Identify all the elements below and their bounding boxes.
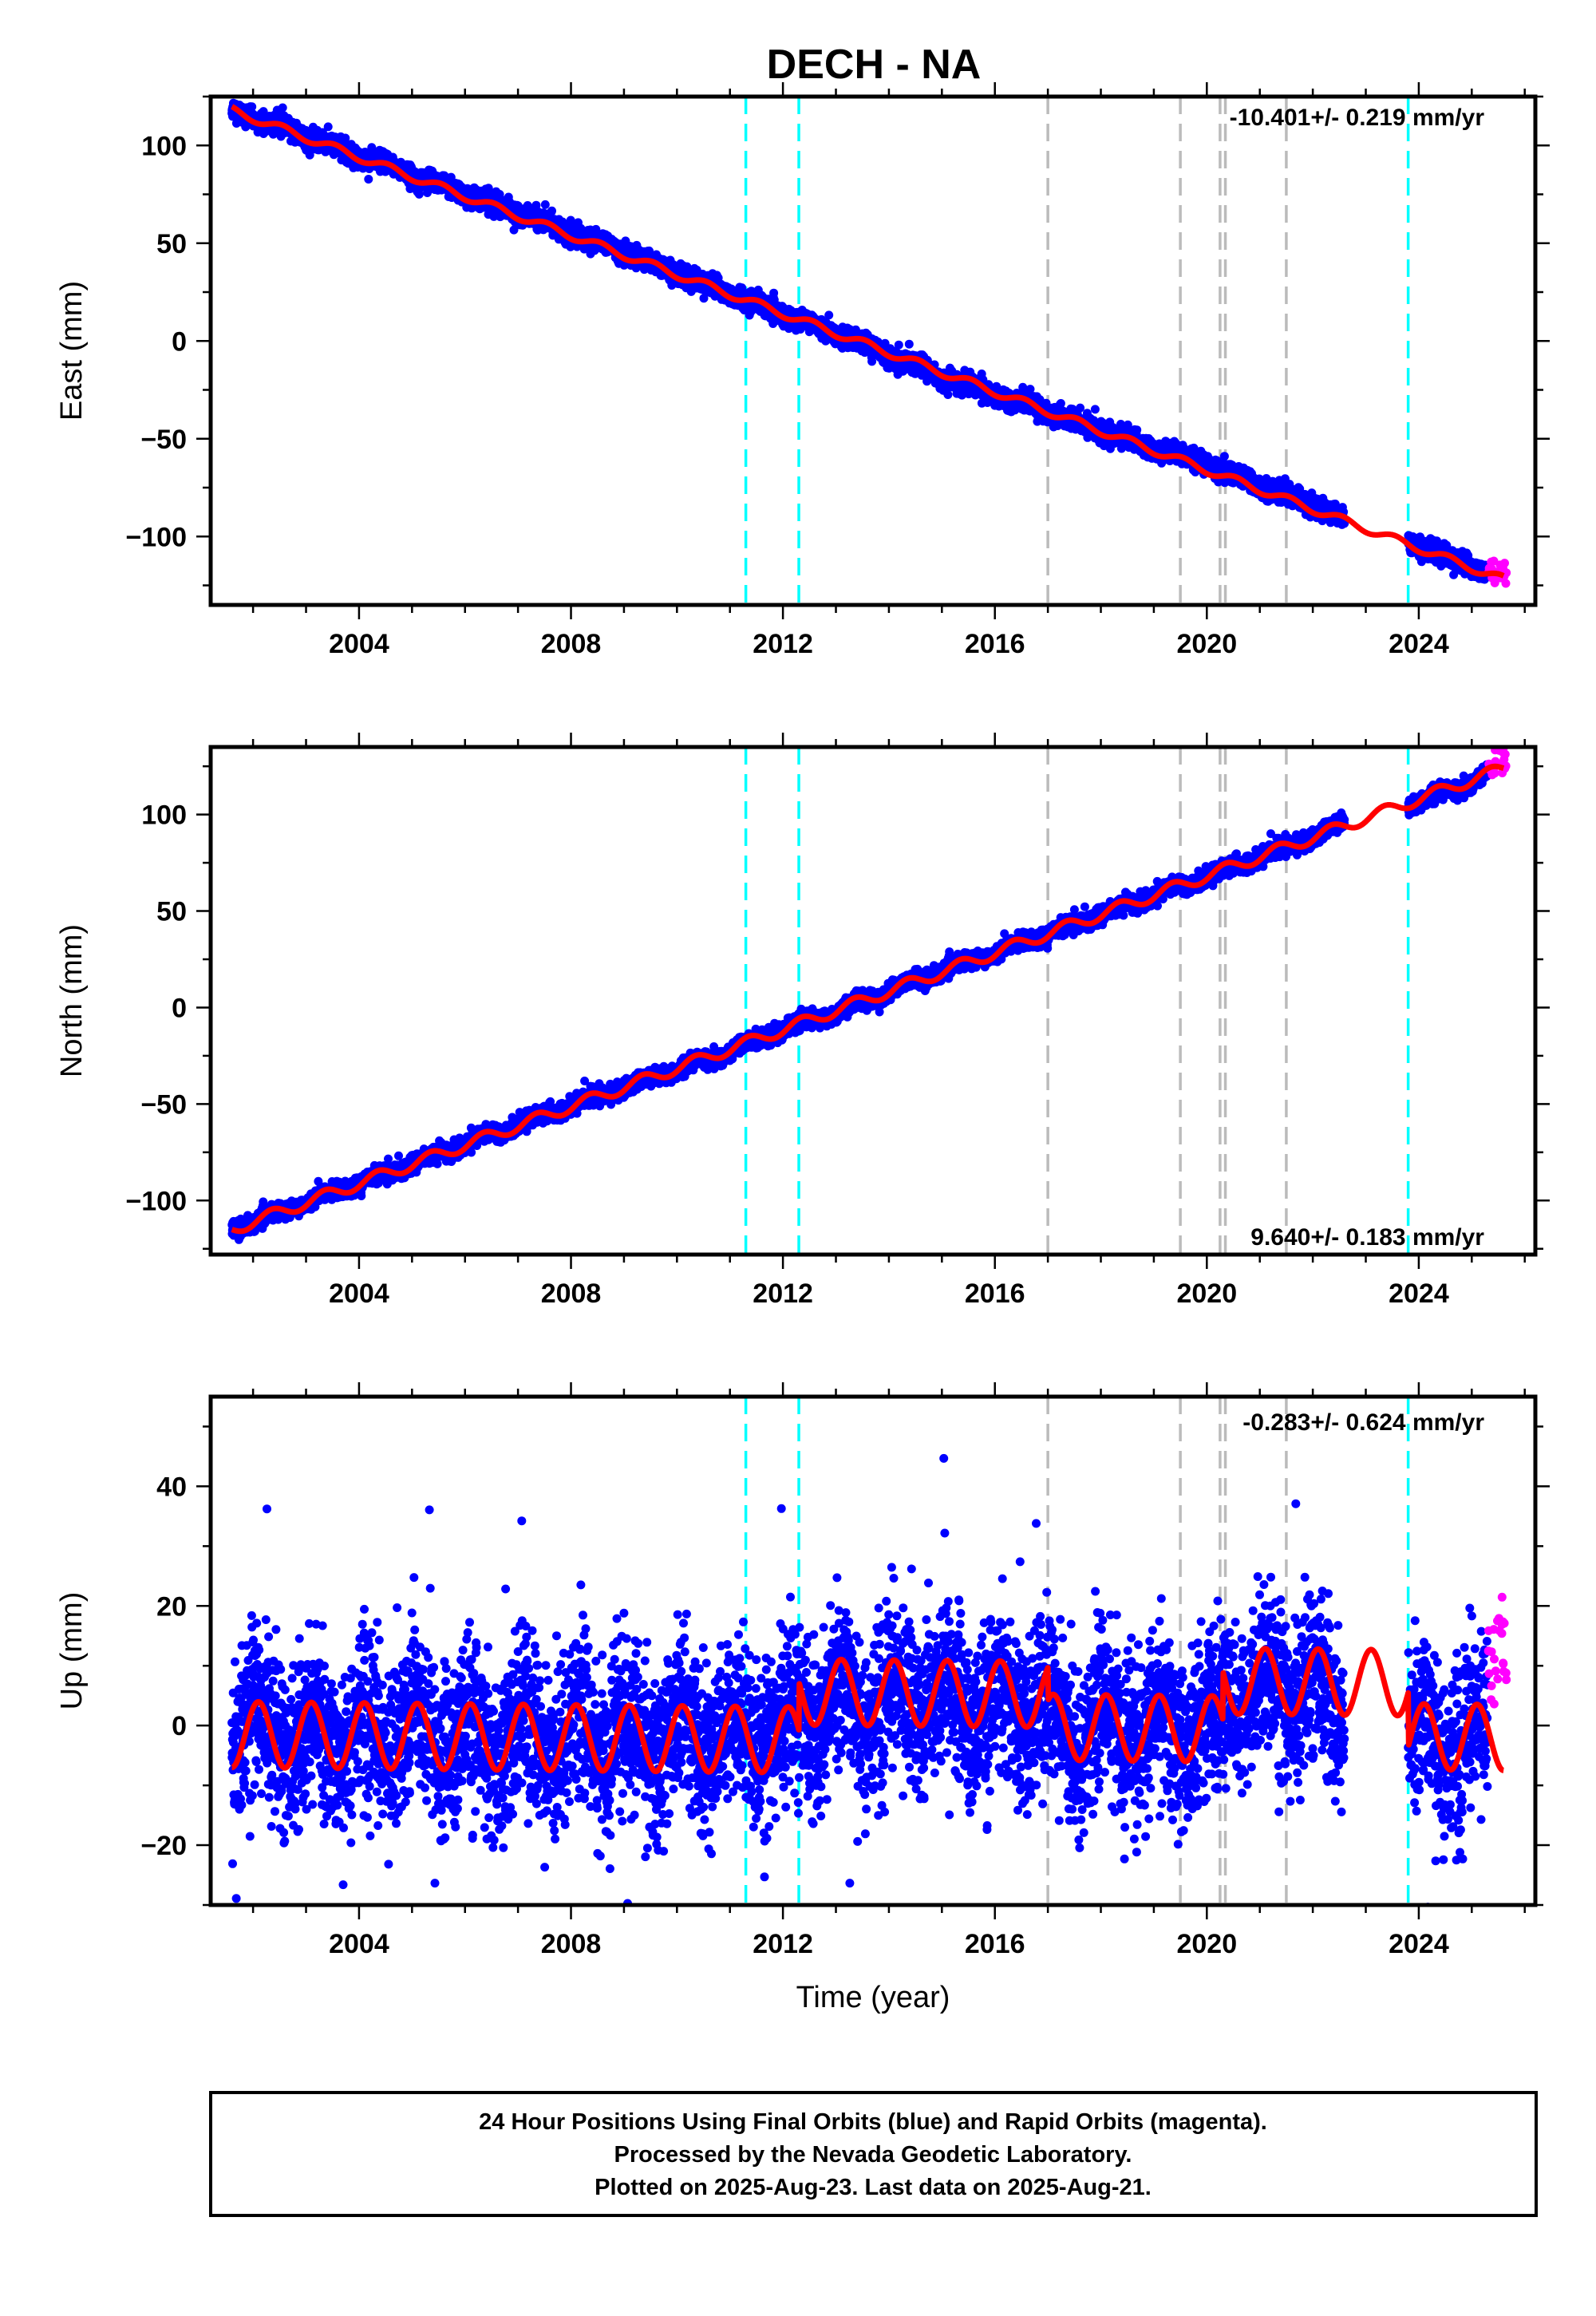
- data-point: [894, 340, 903, 350]
- data-point: [247, 102, 257, 112]
- plot-area: [227, 97, 1511, 605]
- data-point: [547, 206, 556, 215]
- data-point: [824, 310, 834, 320]
- data-point: [323, 122, 333, 132]
- data-point: [867, 357, 877, 366]
- data-point: [364, 175, 373, 184]
- data-point: [1132, 425, 1142, 435]
- east-panel: 2004 2008 2012 2016 2020 2024100500−100−50Eas…: [55, 82, 1550, 659]
- data-point: [1076, 403, 1085, 413]
- data-point: [904, 339, 914, 349]
- data-point: [540, 200, 550, 209]
- data-point: [1219, 452, 1229, 461]
- data-point: [278, 103, 287, 113]
- data-point: [1090, 405, 1100, 414]
- figure-title: DECH - NA: [767, 41, 982, 88]
